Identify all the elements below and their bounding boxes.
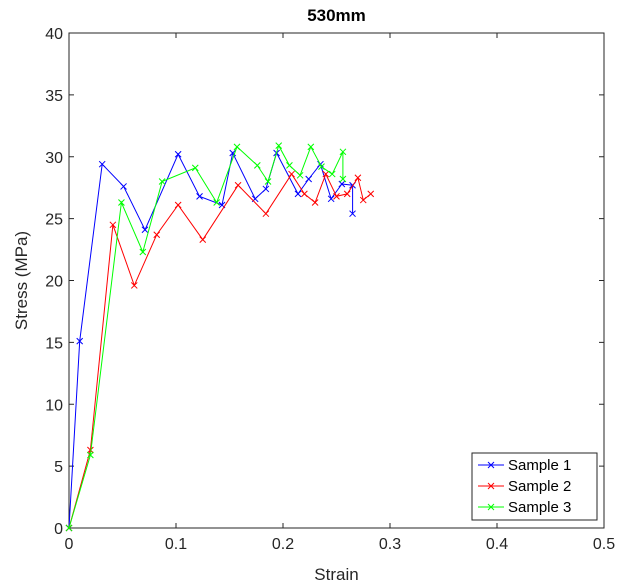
data-point-sample-1 (196, 192, 203, 200)
data-point-sample-3 (158, 178, 166, 185)
data-point-sample-2 (367, 190, 375, 198)
data-point-sample-3 (213, 199, 221, 206)
legend: Sample 1 Sample 2 Sample 3 (471, 452, 598, 521)
plot-group: 0 0.1 0.2 0.3 0.4 0.5 0 5 10 15 20 25 30 35 40 (45, 26, 615, 553)
plot-area (68, 32, 605, 529)
x-tick-label: 0.1 (165, 536, 187, 553)
data-point-sample-3 (296, 171, 304, 179)
data-point-sample-1 (229, 149, 237, 157)
data-point-sample-3 (328, 170, 336, 178)
y-tick-label: 20 (45, 274, 63, 291)
data-point-sample-2 (109, 221, 117, 229)
data-point-sample-3 (253, 162, 261, 169)
data-point-sample-3 (118, 199, 125, 206)
y-tick-label: 5 (54, 459, 63, 476)
x-tick-label: 0.3 (379, 536, 401, 553)
data-point-sample-2 (199, 236, 207, 244)
chart-title: 530mm (307, 6, 366, 25)
data-point-sample-1 (141, 226, 149, 234)
y-tick-label: 30 (45, 150, 63, 167)
y-tick-label: 0 (54, 521, 63, 538)
data-point-sample-2 (262, 210, 270, 218)
data-point-sample-3 (286, 162, 293, 169)
data-point-sample-1 (76, 337, 84, 345)
data-point-sample-1 (174, 150, 182, 158)
legend-item: Sample 1 (478, 457, 571, 474)
legend-label: Sample 1 (508, 457, 571, 474)
data-point-sample-2 (359, 196, 367, 204)
x-tick-label: 0 (65, 536, 74, 553)
legend-label: Sample 2 (508, 478, 571, 495)
y-axis-label: Stress (MPa) (12, 231, 31, 330)
data-point-sample-3 (139, 248, 147, 256)
legend-label: Sample 3 (508, 499, 571, 516)
y-tick-label: 40 (45, 26, 63, 43)
data-point-sample-2 (288, 170, 295, 178)
y-tick-label: 15 (45, 335, 63, 352)
data-point-sample-1 (294, 190, 302, 198)
series-line-sample-2 (68, 172, 372, 529)
y-tick-label: 35 (45, 88, 63, 105)
x-axis-label: Strain (314, 565, 358, 584)
legend-marker (487, 461, 495, 469)
data-point-sample-2 (87, 446, 94, 454)
legend-item: Sample 2 (478, 478, 571, 495)
y-tick-label: 25 (45, 212, 63, 229)
data-point-sample-2 (130, 282, 138, 289)
data-point-sample-1 (327, 195, 335, 203)
data-point-sample-3 (339, 148, 347, 156)
data-point-sample-2 (333, 192, 340, 200)
data-point-sample-2 (322, 170, 330, 178)
x-tick-label: 0.5 (593, 536, 615, 553)
data-point-sample-3 (191, 164, 199, 172)
x-tick-label: 0.4 (486, 536, 508, 553)
data-point-sample-3 (87, 451, 94, 459)
data-point-sample-3 (307, 143, 315, 151)
data-point-sample-2 (153, 231, 161, 239)
data-point-sample-1 (305, 175, 313, 183)
data-point-sample-3 (275, 142, 283, 149)
data-point-sample-2 (234, 181, 242, 189)
data-point-sample-2 (174, 201, 182, 209)
data-point-sample-2 (343, 190, 351, 198)
y-tick-label: 10 (45, 397, 63, 414)
data-point-sample-1 (98, 160, 106, 168)
data-point-sample-1 (338, 180, 346, 188)
data-point-sample-1 (120, 183, 127, 190)
legend-marker (487, 503, 495, 511)
legend-item: Sample 3 (478, 499, 571, 516)
x-tick-label: 0.2 (272, 536, 294, 553)
legend-marker (487, 482, 495, 490)
data-point-sample-3 (339, 175, 347, 183)
data-point-sample-3 (264, 178, 272, 185)
data-point-sample-3 (233, 143, 241, 151)
data-point-sample-2 (354, 174, 362, 182)
data-point-sample-3 (318, 163, 325, 171)
data-point-sample-2 (301, 190, 308, 198)
data-point-sample-1 (262, 185, 270, 193)
data-point-sample-1 (349, 210, 356, 218)
data-point-sample-3 (65, 524, 73, 532)
data-point-sample-2 (311, 199, 319, 206)
